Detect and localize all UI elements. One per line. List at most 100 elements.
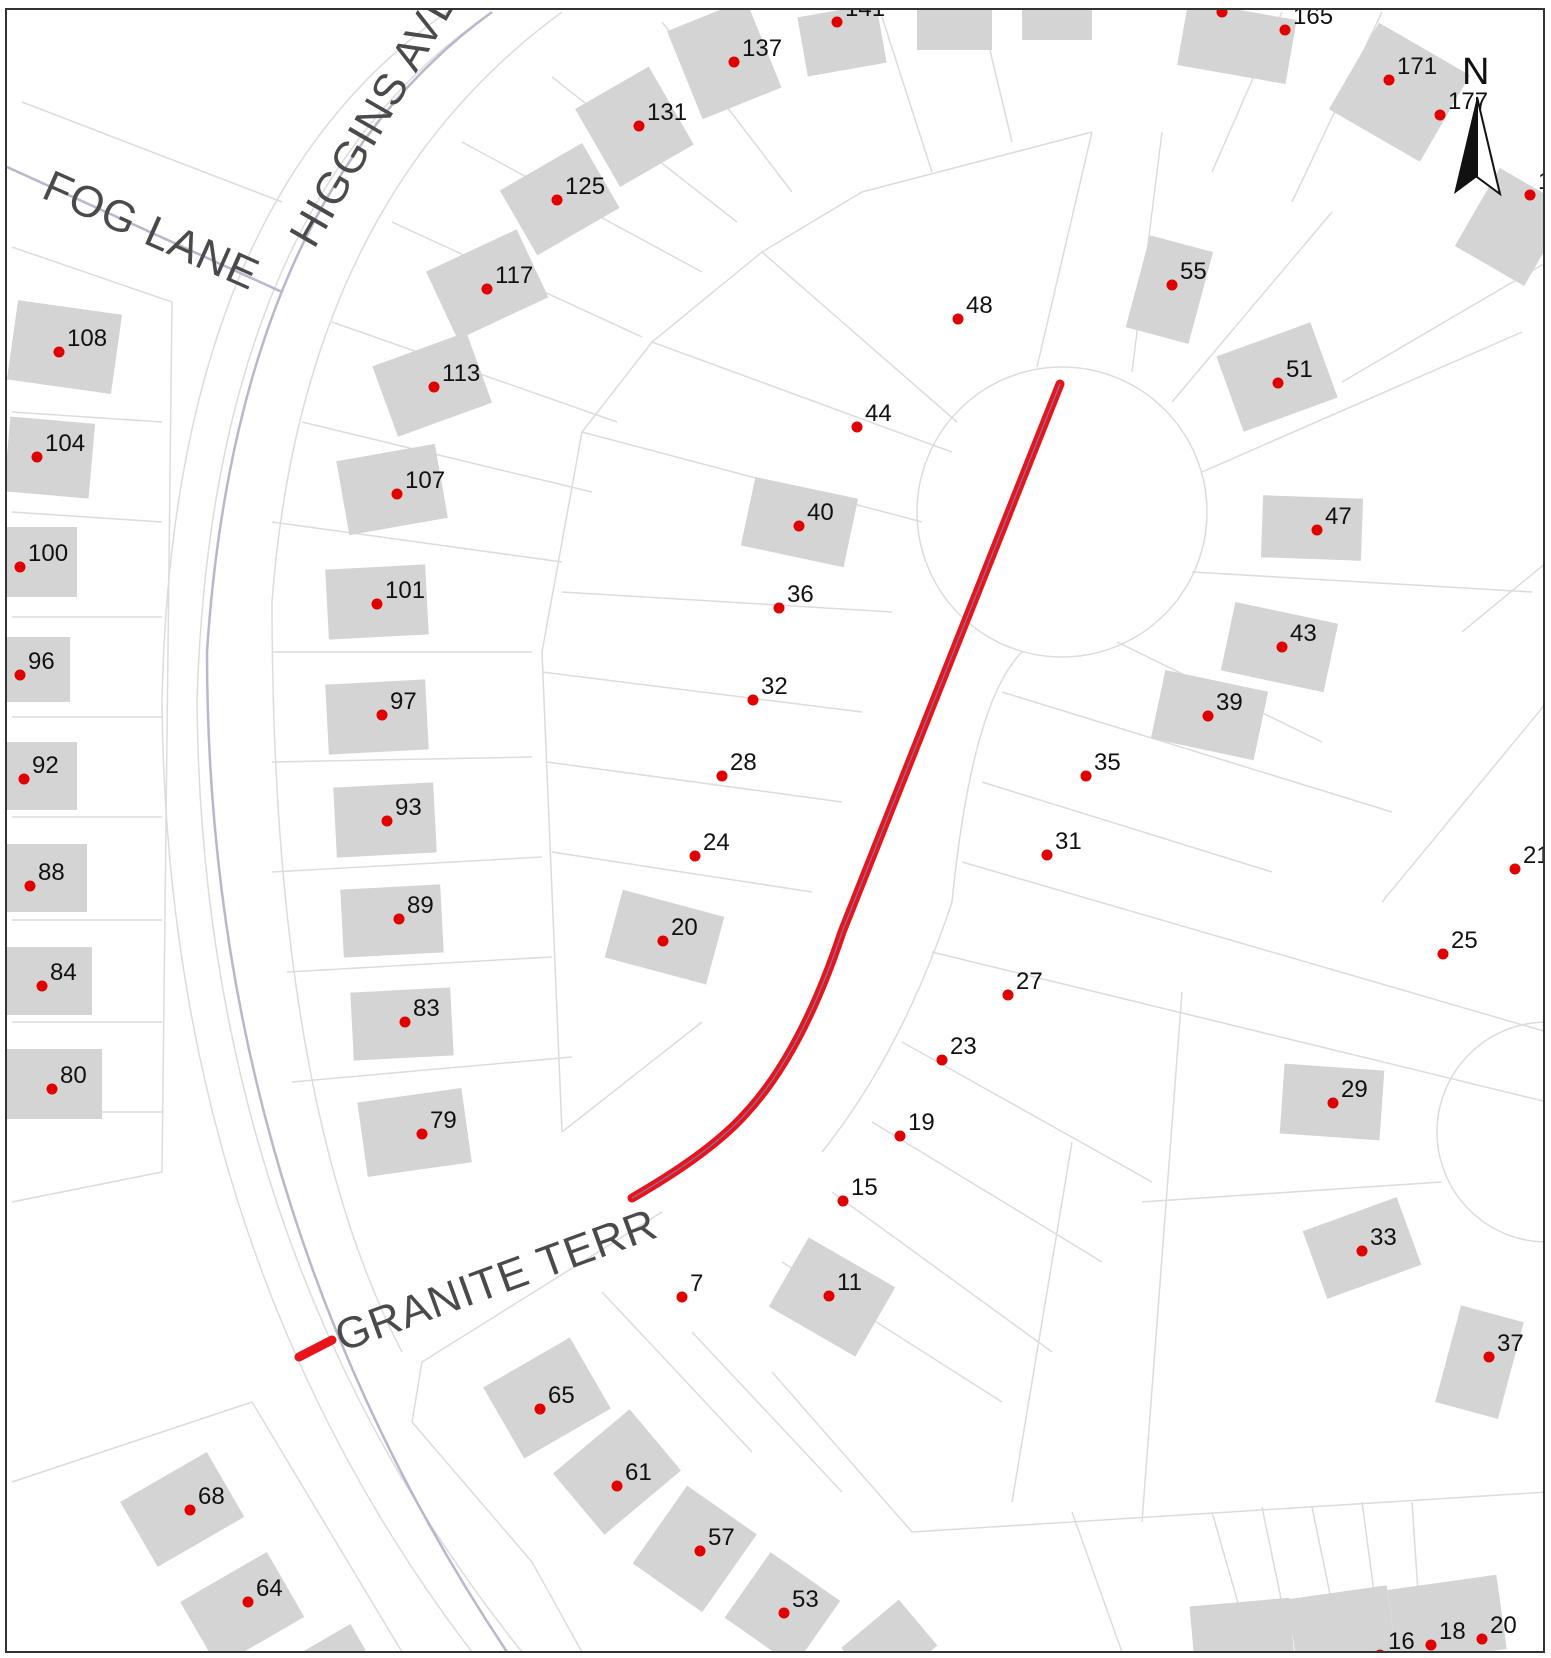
address-dot[interactable] [689,850,701,862]
address-point-23[interactable]: 23 [936,1033,977,1066]
address-point-31[interactable]: 31 [1041,828,1082,861]
address-point-18[interactable]: 18 [1425,1618,1466,1651]
address-dot[interactable] [1434,109,1446,121]
address-dot[interactable] [1279,24,1291,36]
address-point-159[interactable]: 159 [1216,10,1271,18]
address-point-137[interactable]: 137 [728,35,783,68]
address-point-20b[interactable]: 20 [1476,1612,1517,1645]
address-point-16[interactable]: 16 [1375,1628,1415,1653]
address-point-29[interactable]: 29 [1327,1076,1368,1109]
address-point-171[interactable]: 171 [1383,53,1438,86]
address-dot[interactable] [1202,710,1214,722]
address-dot[interactable] [793,520,805,532]
address-point-24[interactable]: 24 [689,829,730,862]
address-dot[interactable] [391,488,403,500]
address-point-83[interactable]: 83 [399,995,440,1028]
address-point-11[interactable]: 11 [823,1269,862,1302]
map-canvas[interactable]: FOG LANE HIGGINS AVE GRANITE TERR N 1411… [7,10,1545,1653]
address-dot[interactable] [428,381,440,393]
address-dot[interactable] [1425,1639,1437,1651]
address-point-15[interactable]: 15 [837,1174,878,1207]
address-dot[interactable] [1327,1097,1339,1109]
address-point-19[interactable]: 19 [894,1109,935,1142]
address-point-113[interactable]: 113 [428,360,481,393]
address-point-48[interactable]: 48 [952,292,993,325]
address-dot[interactable] [36,980,48,992]
address-dot[interactable] [1166,279,1178,291]
address-dot[interactable] [18,773,30,785]
address-dot[interactable] [184,1504,196,1516]
address-dot[interactable] [728,56,740,68]
address-point-183[interactable]: 183 [1524,168,1546,201]
address-dot[interactable] [611,1480,623,1492]
address-point-44[interactable]: 44 [851,400,892,433]
address-dot[interactable] [831,16,843,28]
address-dot[interactable] [393,913,405,925]
address-point-21[interactable]: 21 [1509,842,1546,875]
address-point-32[interactable]: 32 [747,673,788,706]
address-dot[interactable] [1375,1649,1386,1654]
address-point-100[interactable]: 100 [14,540,69,573]
address-dot[interactable] [1524,189,1536,201]
address-point-101[interactable]: 101 [371,577,426,610]
address-point-96[interactable]: 96 [14,648,55,681]
address-point-27[interactable]: 27 [1002,968,1043,1001]
address-dot[interactable] [399,1016,411,1028]
address-point-53[interactable]: 53 [778,1586,819,1619]
address-dot[interactable] [694,1545,706,1557]
address-point-36[interactable]: 36 [773,581,814,614]
address-dot[interactable] [481,283,493,295]
address-dot[interactable] [747,694,759,706]
address-dot[interactable] [1356,1245,1368,1257]
address-dot[interactable] [14,561,26,573]
address-dot[interactable] [371,598,383,610]
address-point-88[interactable]: 88 [24,859,65,892]
address-dot[interactable] [676,1291,688,1303]
address-point-65[interactable]: 65 [534,1382,575,1415]
address-point-107[interactable]: 107 [391,467,446,500]
address-point-84[interactable]: 84 [36,959,77,992]
address-dot[interactable] [952,313,964,325]
address-dot[interactable] [716,770,728,782]
address-dot[interactable] [24,880,36,892]
address-point-55[interactable]: 55 [1166,258,1207,291]
address-dot[interactable] [53,346,65,358]
address-dot[interactable] [633,120,645,132]
map-view[interactable]: FOG LANE HIGGINS AVE GRANITE TERR N 1411… [5,8,1545,1653]
address-dot[interactable] [1311,524,1323,536]
address-dot[interactable] [778,1607,790,1619]
address-dot[interactable] [823,1290,835,1302]
address-dot[interactable] [376,709,388,721]
address-point-28[interactable]: 28 [716,749,757,782]
address-point-92[interactable]: 92 [18,752,59,785]
address-dot[interactable] [1483,1351,1495,1363]
address-point-33[interactable]: 33 [1356,1224,1397,1257]
address-point-93[interactable]: 93 [381,794,422,827]
address-dot[interactable] [551,194,563,206]
address-dot[interactable] [1509,863,1521,875]
address-dot[interactable] [1383,74,1395,86]
address-dot[interactable] [1216,10,1228,18]
address-point-131[interactable]: 131 [633,99,688,132]
address-dot[interactable] [1476,1633,1488,1645]
address-dot[interactable] [381,815,393,827]
granite-terr-highlight-road[interactable] [294,379,1065,1362]
address-dot[interactable] [851,421,863,433]
address-dot[interactable] [534,1403,546,1415]
address-point-20[interactable]: 20 [657,914,698,947]
address-dot[interactable] [773,602,785,614]
address-dot[interactable] [1041,849,1053,861]
address-point-141[interactable]: 141 [831,10,886,28]
address-point-40[interactable]: 40 [793,499,834,532]
address-dot[interactable] [1276,641,1288,653]
address-point-80[interactable]: 80 [46,1062,87,1095]
address-dot[interactable] [46,1083,58,1095]
address-point-61[interactable]: 61 [611,1459,652,1492]
address-dot[interactable] [936,1054,948,1066]
address-point-89[interactable]: 89 [393,892,434,925]
address-point-68[interactable]: 68 [184,1483,225,1516]
address-point-37[interactable]: 37 [1483,1330,1524,1363]
address-dot[interactable] [837,1195,849,1207]
address-dot[interactable] [894,1130,906,1142]
address-point-177[interactable]: 177 [1434,88,1489,121]
